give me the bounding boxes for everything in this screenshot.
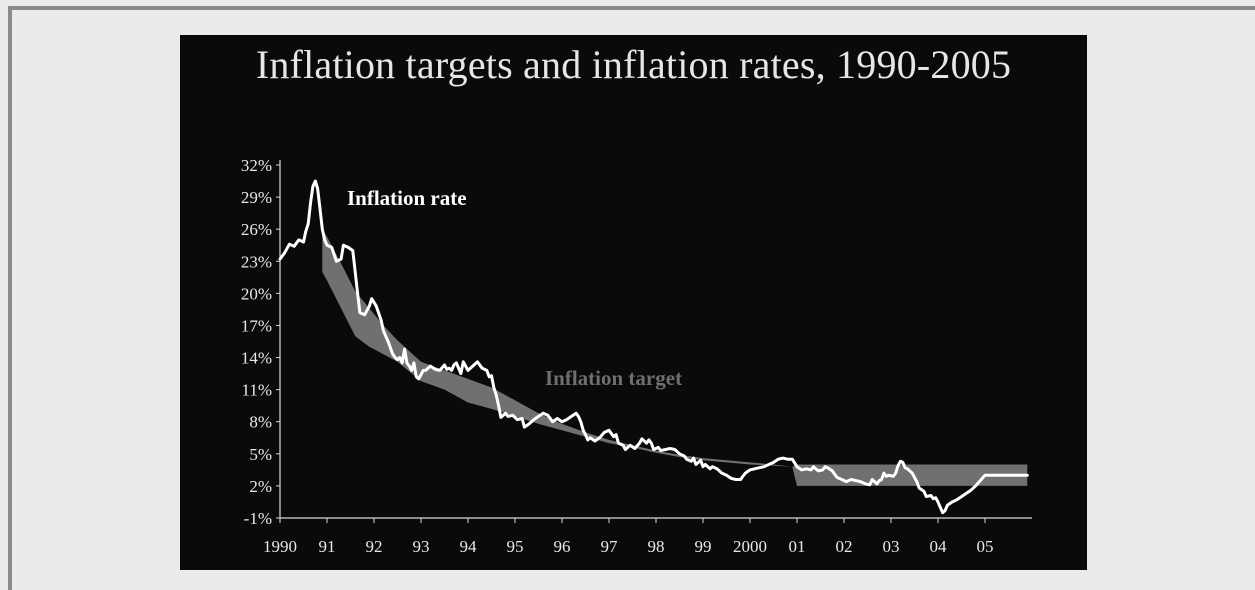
x-tick-label: 03 (883, 537, 900, 556)
frame-border-top (8, 6, 1255, 10)
x-tick-label: 02 (836, 537, 853, 556)
y-tick-label: 20% (241, 284, 272, 303)
x-tick-label: 01 (789, 537, 806, 556)
x-tick-label: 04 (930, 537, 948, 556)
x-tick-label: 93 (413, 537, 430, 556)
x-tick-label: 99 (695, 537, 712, 556)
x-tick-label: 94 (460, 537, 478, 556)
chart-panel: Inflation targets and inflation rates, 1… (180, 35, 1087, 570)
y-tick-label: 17% (241, 316, 272, 335)
frame-border-left (8, 6, 12, 590)
x-tick-label: 95 (507, 537, 524, 556)
x-tick-label: 97 (601, 537, 619, 556)
inflation-rate-label: Inflation rate (347, 186, 467, 210)
x-tick-label: 98 (648, 537, 665, 556)
y-tick-label: 23% (241, 252, 272, 271)
y-tick-label: 14% (241, 349, 272, 368)
inflation-chart: 32% 29% 26% 23% 20% 17% 14% 11% 8% 5% 2% -1% 1990 91 9… (241, 156, 1032, 556)
y-tick-label: 26% (241, 220, 272, 239)
axes-layer: 32% 29% 26% 23% 20% 17% 14% 11% 8% 5% 2% -1% 1990 91 9… (241, 156, 1032, 556)
labels-layer: Inflation rate Inflation target (347, 186, 682, 390)
inflation-rate-line (278, 179, 1029, 515)
y-tick-label: 32% (241, 156, 272, 175)
x-tick-label: 05 (977, 537, 994, 556)
y-tick-label: 8% (249, 413, 272, 432)
x-tick-label: 96 (554, 537, 571, 556)
x-tick-label: 1990 (263, 537, 297, 556)
x-tick-label: 91 (319, 537, 336, 556)
chart-title: Inflation targets and inflation rates, 1… (255, 42, 1012, 87)
y-tick-label: -1% (244, 509, 272, 528)
y-tick-label: 11% (241, 381, 272, 400)
y-tick-label: 29% (241, 188, 272, 207)
inflation-target-band (322, 229, 1028, 486)
y-tick-label: 2% (249, 477, 272, 496)
x-tick-label: 92 (366, 537, 383, 556)
target-band-layer (322, 229, 1028, 486)
y-tick-label: 5% (249, 445, 272, 464)
inflation-target-label: Inflation target (545, 366, 682, 390)
x-tick-label: 2000 (733, 537, 767, 556)
rate-line-layer (278, 179, 1029, 515)
